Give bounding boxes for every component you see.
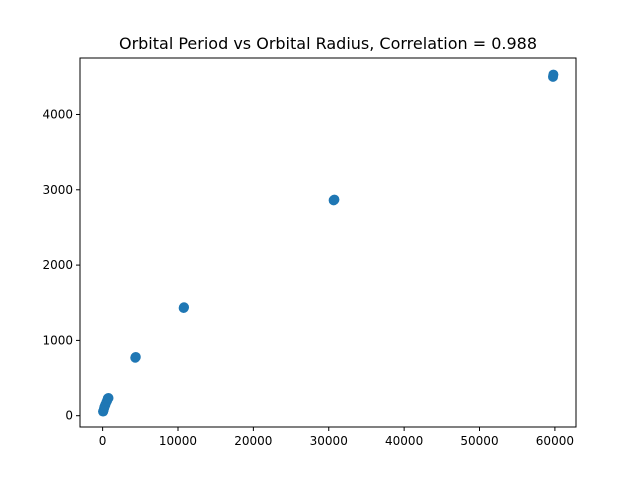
x-tick-label: 20000: [234, 434, 272, 448]
data-points: [98, 69, 559, 417]
data-point: [329, 194, 340, 205]
x-tick-label: 60000: [536, 434, 574, 448]
y-axis: 0 1000 2000 3000 4000: [42, 107, 80, 423]
y-tick-label: 2000: [42, 258, 73, 272]
y-tick-label: 3000: [42, 183, 73, 197]
chart-title: Orbital Period vs Orbital Radius, Correl…: [119, 34, 537, 53]
y-tick-label: 4000: [42, 107, 73, 121]
x-tick-label: 50000: [460, 434, 498, 448]
x-tick-label: 40000: [385, 434, 423, 448]
x-tick-label: 10000: [159, 434, 197, 448]
data-point: [548, 69, 559, 80]
x-tick-label: 30000: [310, 434, 348, 448]
data-point: [130, 351, 141, 362]
data-point: [103, 393, 114, 404]
y-tick-label: 1000: [42, 333, 73, 347]
plot-area-frame: [79, 57, 577, 428]
y-tick-label: 0: [65, 409, 73, 423]
x-axis: 0 10000 20000 30000 40000 50000 60000: [99, 427, 574, 448]
data-point: [179, 302, 190, 313]
x-tick-label: 0: [99, 434, 107, 448]
